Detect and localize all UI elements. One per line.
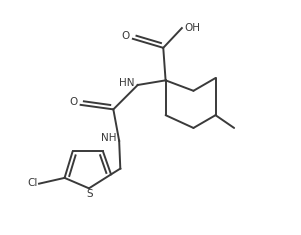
Text: NH: NH <box>101 133 117 143</box>
Text: OH: OH <box>184 23 200 33</box>
Text: HN: HN <box>119 78 134 88</box>
Text: O: O <box>121 31 130 41</box>
Text: O: O <box>69 97 77 107</box>
Text: Cl: Cl <box>27 177 38 188</box>
Text: S: S <box>87 189 93 200</box>
